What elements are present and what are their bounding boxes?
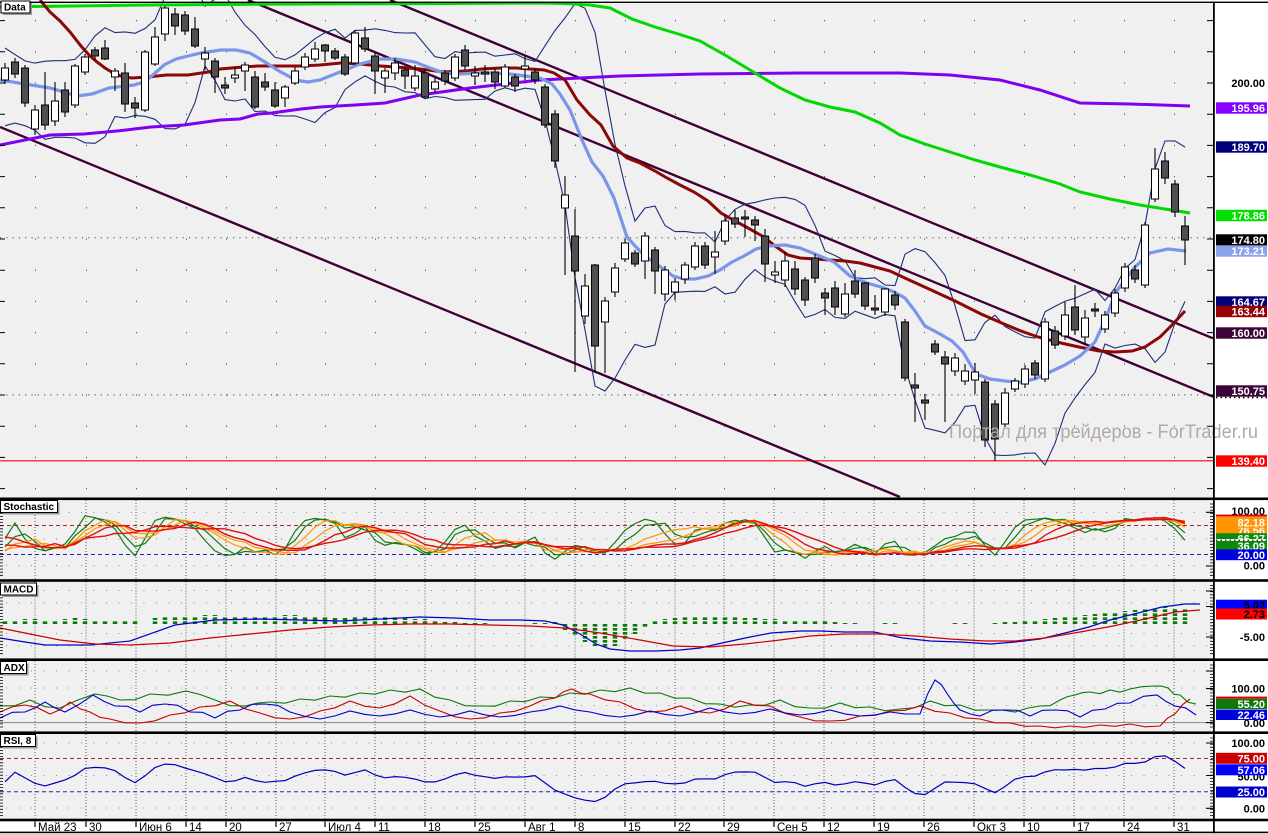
svg-text:20.00: 20.00 [1237, 550, 1265, 562]
svg-text:139.40: 139.40 [1231, 456, 1265, 468]
svg-text:200.00: 200.00 [1231, 78, 1265, 90]
svg-text:-5.00: -5.00 [1240, 632, 1265, 644]
svg-text:75.00: 75.00 [1237, 753, 1265, 765]
svg-text:15: 15 [628, 822, 641, 834]
svg-text:ADX: ADX [4, 663, 25, 674]
svg-text:189.70: 189.70 [1231, 142, 1265, 154]
svg-text:10: 10 [1027, 822, 1040, 834]
svg-text:25.00: 25.00 [1237, 787, 1265, 799]
svg-text:173.21: 173.21 [1231, 246, 1265, 258]
svg-text:150.75: 150.75 [1231, 386, 1265, 398]
svg-text:8: 8 [578, 822, 584, 834]
svg-text:55.20: 55.20 [1237, 699, 1265, 711]
svg-text:Май 23: Май 23 [38, 822, 77, 834]
svg-text:0.00: 0.00 [1244, 718, 1265, 730]
svg-text:Июл 4: Июл 4 [328, 822, 362, 834]
svg-text:160.00: 160.00 [1231, 328, 1265, 340]
svg-text:MACD: MACD [4, 585, 34, 596]
svg-text:100.00: 100.00 [1231, 684, 1265, 696]
svg-text:82.18: 82.18 [1237, 517, 1265, 529]
svg-text:25: 25 [478, 822, 491, 834]
svg-text:178.86: 178.86 [1231, 211, 1265, 223]
svg-text:20: 20 [229, 822, 242, 834]
svg-text:195.96: 195.96 [1231, 103, 1265, 115]
svg-text:26: 26 [927, 822, 940, 834]
svg-text:17: 17 [1077, 822, 1090, 834]
svg-text:14: 14 [189, 822, 202, 834]
svg-text:22: 22 [678, 822, 691, 834]
svg-text:22.46: 22.46 [1237, 710, 1265, 722]
svg-text:2.73: 2.73 [1244, 609, 1265, 621]
svg-text:12: 12 [827, 822, 840, 834]
svg-text:Июн 6: Июн 6 [139, 822, 172, 834]
svg-text:100.00: 100.00 [1231, 738, 1265, 750]
svg-text:19: 19 [877, 822, 890, 834]
svg-text:11: 11 [378, 822, 390, 834]
svg-text:0.00: 0.00 [1244, 561, 1265, 573]
svg-text:57.06: 57.06 [1237, 765, 1265, 777]
svg-text:Data: Data [4, 3, 26, 14]
svg-text:31: 31 [1177, 822, 1190, 834]
svg-text:Stochastic: Stochastic [4, 502, 55, 513]
svg-text:24: 24 [1127, 822, 1140, 834]
svg-text:29: 29 [727, 822, 740, 834]
svg-text:RSI, 8: RSI, 8 [4, 736, 32, 747]
svg-text:Сен 5: Сен 5 [777, 822, 808, 834]
svg-text:Авг 1: Авг 1 [528, 822, 556, 834]
svg-text:174.80: 174.80 [1231, 235, 1265, 247]
svg-text:18: 18 [428, 822, 441, 834]
svg-text:163.44: 163.44 [1231, 307, 1266, 319]
svg-text:Окт 3: Окт 3 [977, 822, 1006, 834]
svg-text:30: 30 [89, 822, 102, 834]
svg-text:Портал для трейдеров - ForTrad: Портал для трейдеров - ForTrader.ru [949, 422, 1258, 443]
svg-text:0.00: 0.00 [1244, 803, 1265, 815]
svg-text:27: 27 [279, 822, 292, 834]
